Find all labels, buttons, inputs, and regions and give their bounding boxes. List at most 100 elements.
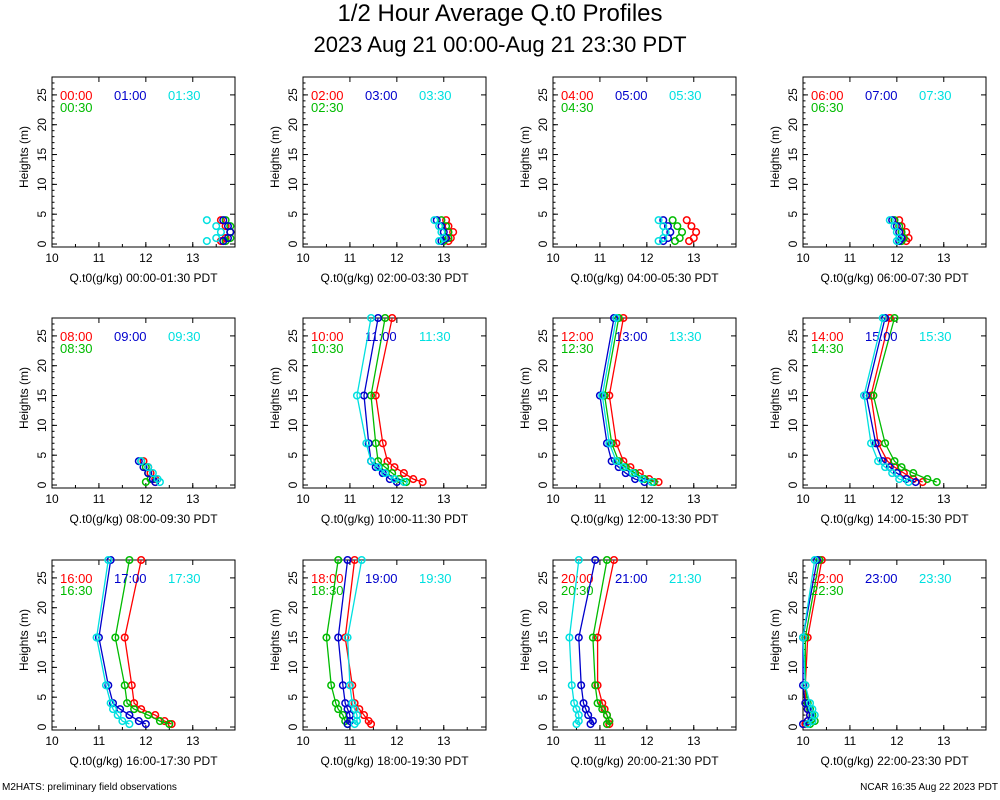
data-point-13:00-h4: [607, 457, 616, 466]
data-point-15:30-h1: [895, 475, 904, 484]
legend-entry: 21:00: [615, 571, 648, 586]
data-point-11:30-h7: [362, 439, 371, 448]
x-tick-label: 10: [796, 734, 810, 748]
x-tick-label: 11: [344, 734, 357, 748]
data-point-01:30-h4: [202, 216, 211, 225]
x-tick-label: 12: [139, 251, 153, 265]
y-tick-label: 10: [286, 418, 300, 432]
data-point-10:00-h1: [409, 475, 418, 484]
y-tick-label: 15: [35, 148, 49, 162]
figure-title: 1/2 Hour Average Q.t0 Profiles: [337, 0, 663, 27]
data-point-13:30-h3: [619, 463, 628, 472]
data-point-13:30-h28: [612, 313, 621, 323]
y-tick-label: 5: [536, 211, 550, 218]
x-axis-label: Q.t0(g/kg) 16:00-17:30 PDT: [69, 754, 218, 768]
x-tick-label: 13: [437, 251, 451, 265]
data-point-11:30-h15: [352, 391, 362, 400]
legend-entry: 00:30: [60, 100, 93, 115]
data-point-19:30-h15: [343, 633, 352, 642]
x-tick-label: 13: [937, 492, 951, 506]
y-tick-label: 25: [286, 571, 300, 585]
x-tick-label: 13: [437, 734, 451, 748]
chart-panel-9: 10 11 12 13 0 5 10 15 20 25 Q.t0(g/kg) 16:00-17:30…: [17, 555, 236, 768]
x-tick-label: 11: [344, 492, 357, 506]
series-line-11:30: [356, 317, 405, 483]
data-point-20:30-h3: [598, 705, 607, 714]
data-point-14:30-h1: [923, 475, 932, 484]
chart-panel-5: 10 11 12 13 0 5 10 15 20 25 Q.t0(g/kg) 08:00-09:30…: [17, 317, 236, 526]
x-axis-label: Q.t0(g/kg) 18:00-19:30 PDT: [320, 754, 469, 768]
data-point-18:00-h1: [364, 717, 373, 726]
y-tick-label: 20: [786, 359, 800, 373]
plot-frame: [302, 559, 487, 731]
y-tick-label: 15: [536, 148, 550, 162]
y-tick-label: 15: [536, 631, 550, 645]
x-tick-label: 12: [640, 492, 654, 506]
legend-entry: 14:30: [811, 341, 844, 356]
y-tick-label: 25: [786, 571, 800, 585]
data-point-01:30-h2: [216, 228, 225, 237]
legend-entry: 18:30: [311, 583, 344, 598]
legend-entry: 11:00: [365, 329, 397, 344]
data-point-17:30-h2: [113, 711, 122, 720]
y-tick-label: 15: [786, 631, 800, 645]
legend-entry: 11:30: [419, 329, 451, 344]
y-tick-label: 5: [786, 211, 800, 218]
plot-frame: [302, 317, 487, 489]
x-tick-label: 10: [45, 251, 59, 265]
y-tick-label: 10: [536, 660, 550, 674]
footer-note: M2HATS: preliminary field observations: [2, 782, 177, 793]
data-point-17:30-h28: [104, 555, 113, 565]
data-point-09:30-h1: [153, 475, 162, 484]
data-point-16:30-h3: [130, 705, 139, 714]
y-tick-label: 15: [286, 389, 300, 403]
x-axis-label: Q.t0(g/kg) 10:00-11:30 PDT: [321, 512, 469, 526]
data-point-01:30-h0.5: [202, 236, 211, 246]
data-point-16:00-h28: [137, 555, 146, 565]
chart-panel-1: 10 11 12 13 0 5 10 15 20 25 Q.t0(g/kg) 00:00-01:30…: [17, 76, 236, 285]
legend-entry: 12:30: [561, 341, 594, 356]
data-point-18:30-h28: [334, 555, 343, 565]
x-tick-label: 11: [594, 492, 607, 506]
legend-entry: 22:30: [811, 583, 844, 598]
y-tick-label: 5: [35, 452, 49, 459]
data-point-14:30-h0.5: [932, 477, 941, 487]
data-point-15:30-h2: [888, 469, 897, 478]
y-tick-label: 20: [786, 118, 800, 132]
y-tick-label: 5: [286, 211, 300, 218]
data-point-11:30-h4: [366, 457, 376, 466]
x-tick-label: 10: [546, 734, 560, 748]
y-tick-label: 20: [536, 601, 550, 615]
data-point-19:30-h28: [357, 555, 366, 565]
legend-entry: 05:30: [669, 88, 702, 103]
x-tick-label: 12: [640, 734, 654, 748]
y-tick-label: 25: [786, 88, 800, 102]
y-tick-label: 25: [35, 571, 49, 585]
data-point-11:30-h1: [390, 475, 399, 484]
data-point-15:30-h4: [874, 457, 883, 466]
y-tick-label: 0: [786, 723, 800, 730]
data-point-15:30-h28: [878, 313, 887, 323]
data-point-09:30-h2: [148, 469, 157, 478]
data-point-16:00-h15: [120, 633, 129, 642]
data-point-04:00-h4: [682, 216, 691, 225]
data-point-01:30-h3: [212, 222, 221, 231]
x-tick-label: 11: [844, 734, 857, 748]
y-axis-label: Heights (m): [17, 126, 31, 188]
y-tick-label: 25: [286, 88, 300, 102]
plot-frame: [552, 76, 737, 248]
legend-entry: 14:00: [811, 329, 844, 344]
legend-entry: 02:30: [311, 100, 344, 115]
data-point-05:30-h4: [654, 216, 663, 225]
y-tick-label: 10: [536, 177, 550, 191]
legend-entry: 21:30: [669, 571, 702, 586]
x-tick-label: 13: [937, 251, 951, 265]
x-tick-label: 10: [296, 492, 310, 506]
data-point-14:30-h28: [890, 313, 899, 323]
legend-entry: 05:00: [615, 88, 648, 103]
chart-panel-6: 10 11 12 13 0 5 10 15 20 25 Q.t0(g/kg) 10:00-11:30…: [268, 313, 487, 526]
y-tick-label: 5: [35, 694, 49, 701]
chart-panel-4: 10 11 12 13 0 5 10 15 20 25 Q.t0(g/kg) 06:00-07:30…: [768, 76, 987, 285]
legend-entry: 03:30: [419, 88, 452, 103]
x-axis-label: Q.t0(g/kg) 20:00-21:30 PDT: [570, 754, 719, 768]
